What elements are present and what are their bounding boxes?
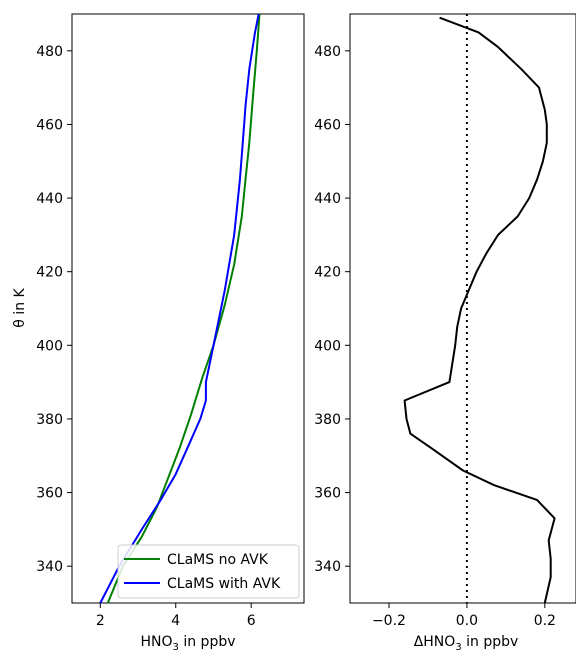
y-tick-label: 460 (314, 117, 341, 133)
y-tick-label: 480 (314, 44, 341, 60)
y-tick-label: 440 (36, 191, 63, 207)
left-panel-lines (99, 13, 261, 604)
y-tick-label: 420 (36, 265, 63, 281)
right-x-ticks: −0.2 0.0 0.2 (372, 603, 556, 629)
clams-with-avk-line (99, 13, 260, 604)
x-tick-label: 2 (96, 613, 105, 629)
left-x-axis-label: HNO3 in ppbv (140, 634, 235, 650)
legend-label-with-avk: CLaMS with AVK (167, 576, 281, 592)
right-x-axis-label: ΔHNO3 in ppbv (414, 634, 519, 650)
x-tick-label: −0.2 (372, 613, 406, 629)
right-y-ticks: 340 360 380 400 420 440 460 480 (314, 44, 350, 575)
right-panel-lines (403, 14, 556, 604)
left-x-ticks: 2 4 6 (96, 603, 256, 629)
y-tick-label: 360 (36, 486, 63, 502)
x-tick-label: 0.0 (456, 613, 478, 629)
x-tick-label: 6 (247, 613, 256, 629)
y-tick-label: 340 (36, 559, 63, 575)
y-tick-label: 460 (36, 117, 63, 133)
y-tick-label: 400 (36, 338, 63, 354)
y-tick-label: 340 (314, 559, 341, 575)
y-tick-label: 480 (36, 44, 63, 60)
clams-no-avk-line (106, 13, 261, 604)
y-tick-label: 380 (314, 412, 341, 428)
legend-box (117, 544, 300, 599)
y-tick-label: 360 (314, 486, 341, 502)
legend: CLaMS no AVK CLaMS with AVK (117, 544, 300, 599)
y-tick-label: 420 (314, 265, 341, 281)
x-tick-label: 0.2 (534, 613, 556, 629)
y-tick-label: 440 (314, 191, 341, 207)
left-panel-hno3-profiles: 2 4 6 340 360 380 400 420 440 460 480 HNO3 in ppb… (12, 13, 305, 650)
y-tick-label: 400 (314, 338, 341, 354)
delta-hno3-line (403, 16, 556, 604)
right-panel-frame (349, 13, 576, 604)
y-tick-label: 380 (36, 412, 63, 428)
left-panel-frame (71, 13, 305, 604)
right-panel-delta-hno3: −0.2 0.0 0.2 340 360 380 400 420 440 460 480 ΔHNO… (314, 13, 576, 650)
left-y-axis-label: θ in K (12, 287, 28, 327)
legend-label-no-avk: CLaMS no AVK (167, 552, 269, 568)
x-tick-label: 4 (171, 613, 180, 629)
left-y-ticks: 340 360 380 400 420 440 460 480 (36, 44, 72, 575)
